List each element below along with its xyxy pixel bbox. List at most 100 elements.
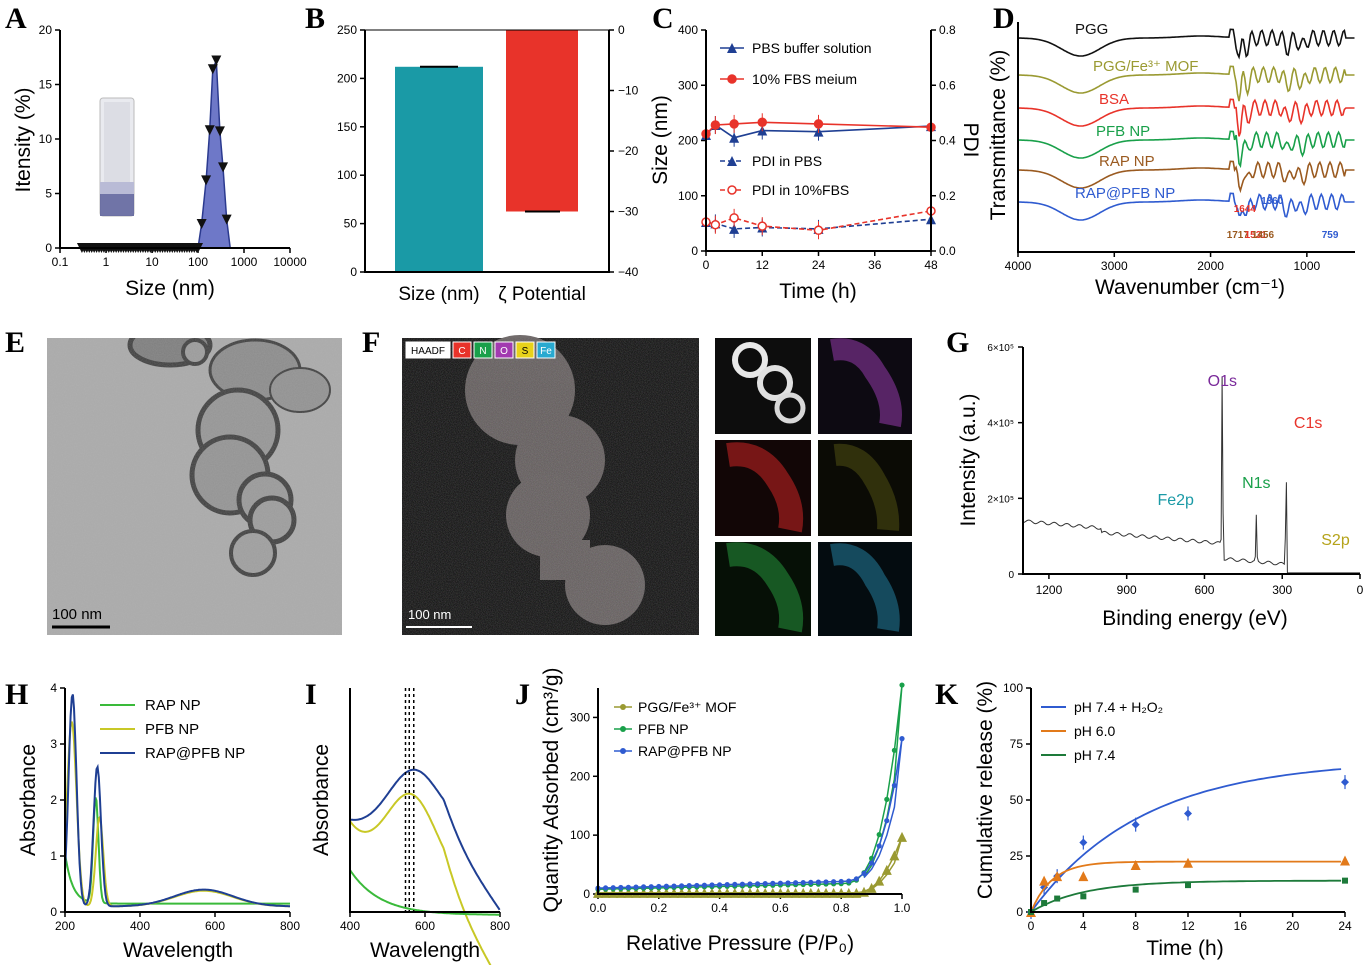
chart-k-ytick-label: 100 — [1003, 681, 1023, 695]
chart-g-spectrum — [1022, 376, 1360, 574]
chart-j-point — [641, 884, 647, 890]
chart-j-point — [861, 870, 867, 877]
chart-j-point — [823, 879, 829, 885]
panel-label-b: B — [305, 2, 325, 35]
chart-a-ytick-label: 0 — [45, 241, 52, 255]
chart-c-xlabel: Time (h) — [779, 280, 856, 303]
panel-label-d: D — [993, 2, 1015, 35]
chart-h-xtick-label: 800 — [280, 919, 300, 933]
chart-h-ylabel: Absorbance — [17, 744, 40, 856]
chart-b-ytick-label: 100 — [337, 168, 357, 182]
chart-k-point — [1183, 857, 1193, 868]
chart-c-point — [729, 213, 739, 223]
chart-d-xtick-label: 4000 — [1005, 259, 1032, 273]
chart-j-point — [623, 887, 634, 898]
chart-a-xtick-label: 100 — [188, 255, 208, 269]
chart-c-point — [757, 117, 767, 128]
chart-c-point — [729, 119, 739, 129]
chart-b-bar-size — [395, 66, 483, 272]
chart-c-legend-marker — [727, 156, 737, 166]
chart-j-point — [739, 881, 746, 887]
chart-j-point — [694, 882, 700, 889]
eds-legend-chip — [452, 341, 472, 359]
chart-j-point — [876, 843, 882, 849]
panel-label-f: F — [362, 326, 380, 359]
chart-j-point — [679, 883, 685, 889]
chart-h-xtick-label: 600 — [205, 919, 225, 933]
chart-i-xlabel: Wavelength — [370, 939, 480, 962]
chart-k-ytick-label: 0 — [1016, 905, 1023, 919]
chart-d-legend-label: PGG — [1075, 21, 1108, 38]
chart-k-xlabel: Time (h) — [1146, 937, 1223, 960]
chart-h-spectrum — [64, 797, 290, 905]
chart-k-xtick-label: 8 — [1132, 919, 1139, 933]
chart-j-point — [815, 879, 822, 885]
chart-c-point — [710, 220, 721, 230]
chart-j-point — [899, 736, 905, 742]
chart-j-xtick-label: 0.0 — [590, 901, 607, 915]
chart-j-point — [648, 884, 654, 890]
chart-c-legend-marker — [727, 43, 737, 53]
chart-c-ytick-label: 200 — [678, 134, 698, 148]
chart-j-point — [775, 887, 786, 898]
chart-j-point — [714, 887, 725, 898]
chart-g-ytick-label: 4×10⁵ — [987, 419, 1014, 430]
chart-d-spectrum — [1018, 160, 1355, 194]
chart-d-spectrum — [1018, 98, 1355, 137]
chart-h-ytick-label: 1 — [50, 849, 57, 863]
chart-c-legend-label: 10% FBS meium — [752, 71, 857, 87]
chart-k-xtick-label: 16 — [1234, 919, 1248, 933]
chart-j-point — [767, 887, 778, 898]
chart-c-ytick-right-label: 0.6 — [939, 78, 956, 92]
chart-c-ytick-right-label: 0.0 — [939, 244, 956, 258]
chart-c-ytick-right-label: 0.8 — [939, 23, 956, 37]
chart-c-xtick-label: 24 — [812, 258, 826, 272]
chart-a-point — [221, 214, 232, 225]
chart-d-spectrum — [1018, 28, 1355, 60]
chart-j-point — [793, 880, 799, 886]
chart-j: 0 100 200 300 0.0 0.2 0.4 0.6 0.8 1.0 PGG/Fe³⁺ MOF… — [540, 667, 911, 955]
chart-g-ytick-label: 6×10⁵ — [987, 343, 1014, 354]
chart-j-ytick-label: 100 — [570, 828, 590, 842]
chart-b-category-label: Size (nm) — [398, 284, 479, 305]
chart-g-peak-label: O1s — [1208, 373, 1237, 390]
element-map-purple — [818, 338, 912, 434]
cuvette-image — [99, 97, 135, 217]
panel-label-e: E — [5, 326, 25, 359]
chart-i-spectrum — [349, 792, 492, 965]
chart-k-point — [1131, 820, 1140, 829]
chart-j-point — [777, 880, 784, 886]
chart-j-point — [661, 887, 672, 898]
chart-h-legend-label: RAP@PFB NP — [145, 745, 245, 762]
chart-b-ytick-right-label: −10 — [618, 84, 639, 98]
chart-c-xtick-label: 36 — [868, 258, 882, 272]
chart-j-point — [603, 885, 609, 891]
chart-j-ylabel: Quantity Adsorbed (cm³/g) — [540, 667, 563, 912]
chart-h-ytick-label: 2 — [50, 793, 57, 807]
chart-d-spectrum — [1018, 65, 1355, 102]
chart-j-point — [709, 882, 715, 888]
chart-k-fit-line — [1030, 860, 1342, 913]
chart-b-ytick-right-label: −20 — [618, 144, 639, 158]
chart-j-point — [707, 887, 717, 898]
chart-k: 0 25 50 75 100 0 4 8 12 16 20 24 pH 7.4 + H₂O₂ pH 6.0… — [974, 681, 1352, 960]
chart-k-legend-label: pH 6.0 — [1074, 723, 1115, 739]
element-map-haadf — [715, 338, 811, 434]
chart-d-peak-annotation: 759 — [1322, 230, 1339, 241]
chart-g: 1200 900 600 300 0 0 2×10⁵ 4×10⁵ 6×10⁵ O1s C1s N1s F… — [957, 343, 1364, 630]
chart-h-ytick-label: 4 — [50, 681, 57, 695]
chart-a-xtick-label: 0.1 — [52, 255, 69, 269]
chart-g-xtick-label: 1200 — [1036, 583, 1063, 597]
chart-j-point — [884, 796, 890, 803]
chart-a-point — [207, 64, 218, 75]
chart-j-point — [701, 882, 708, 888]
chart-j-isotherm — [597, 738, 903, 889]
chart-j-point — [783, 887, 793, 898]
chart-g-ytick-label: 2×10⁵ — [987, 494, 1014, 505]
chart-c-point — [729, 223, 740, 234]
eds-mapping: HAADF C N O S Fe 100 nm — [402, 335, 912, 636]
eds-legend-label: C — [458, 346, 465, 357]
chart-j-point — [638, 887, 649, 898]
eds-legend-label: S — [522, 346, 529, 357]
